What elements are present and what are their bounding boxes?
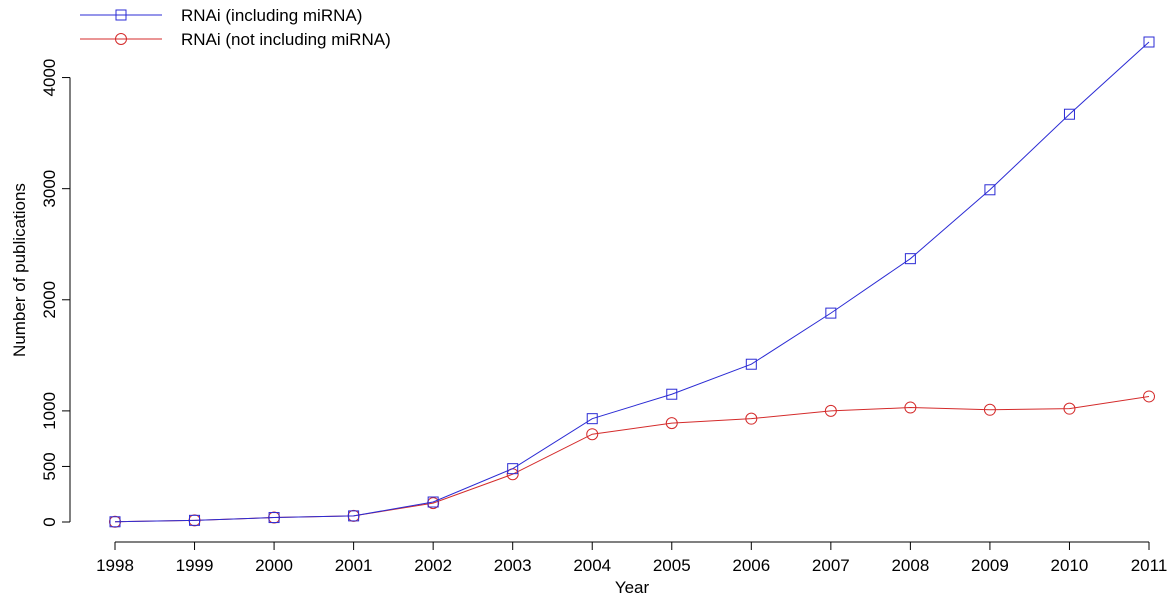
x-tick-label-2011: 2011 (1131, 556, 1168, 575)
legend-label-1: RNAi (including miRNA) (181, 6, 362, 25)
data-point-2007 (825, 307, 837, 319)
x-tick-label-2006: 2006 (732, 556, 770, 575)
data-point-2011 (1143, 390, 1155, 403)
series-not-including-mirna (109, 390, 1155, 528)
data-point-2011 (1143, 36, 1155, 48)
data-point-2005 (666, 388, 678, 400)
y-axis-title: Number of publications (10, 183, 29, 357)
y-tick-label-0: 0 (40, 517, 59, 526)
data-point-2001 (348, 510, 360, 522)
x-tick-label-2007: 2007 (812, 556, 850, 575)
x-tick-label-1999: 1999 (176, 556, 214, 575)
x-tick-label-2008: 2008 (891, 556, 929, 575)
data-point-2000 (268, 512, 280, 524)
series-line (114, 395, 1150, 523)
y-tick-label-4000: 4000 (40, 59, 59, 97)
x-tick-label-2003: 2003 (494, 556, 532, 575)
x-tick-label-2000: 2000 (255, 556, 293, 575)
data-point-2004 (586, 413, 598, 425)
y-tick-label-2000: 2000 (40, 281, 59, 319)
legend-label-2: RNAi (not including miRNA) (181, 30, 391, 49)
data-point-2004 (586, 428, 599, 441)
x-tick-label-2002: 2002 (414, 556, 452, 575)
data-point-2010 (1063, 402, 1076, 415)
legend-marker-2 (115, 33, 127, 45)
axes-group: 1998 1999 2000 2001 2002 2003 2004 2005 2006 2007… (40, 59, 1167, 575)
x-tick-label-2004: 2004 (573, 556, 611, 575)
series-layer (109, 36, 1155, 528)
data-point-1999 (189, 514, 201, 526)
data-point-2006 (745, 358, 757, 370)
y-tick-label-500: 500 (40, 452, 59, 480)
data-point-2003 (507, 463, 519, 475)
series-including-mirna (109, 36, 1155, 528)
data-point-2008 (904, 401, 917, 414)
data-point-2005 (665, 417, 678, 430)
x-tick-label-2010: 2010 (1051, 556, 1089, 575)
legend-marker-1 (115, 9, 127, 21)
data-point-2009 (984, 184, 996, 196)
series-line (114, 41, 1150, 523)
x-tick-label-2005: 2005 (653, 556, 691, 575)
legend: RNAi (including miRNA) RNAi (not includin… (80, 6, 391, 49)
data-point-2008 (904, 253, 916, 265)
data-point-2010 (1063, 108, 1075, 120)
x-tick-label-1998: 1998 (96, 556, 134, 575)
data-point-2007 (824, 404, 837, 417)
data-point-2009 (983, 403, 996, 416)
x-axis-title: Year (615, 578, 650, 597)
y-tick-label-1000: 1000 (40, 392, 59, 430)
x-tick-label-2009: 2009 (971, 556, 1009, 575)
y-tick-label-3000: 3000 (40, 170, 59, 208)
x-tick-label-2001: 2001 (335, 556, 373, 575)
data-point-1998 (109, 516, 121, 528)
data-point-2006 (745, 412, 758, 425)
data-point-2002 (427, 496, 439, 508)
